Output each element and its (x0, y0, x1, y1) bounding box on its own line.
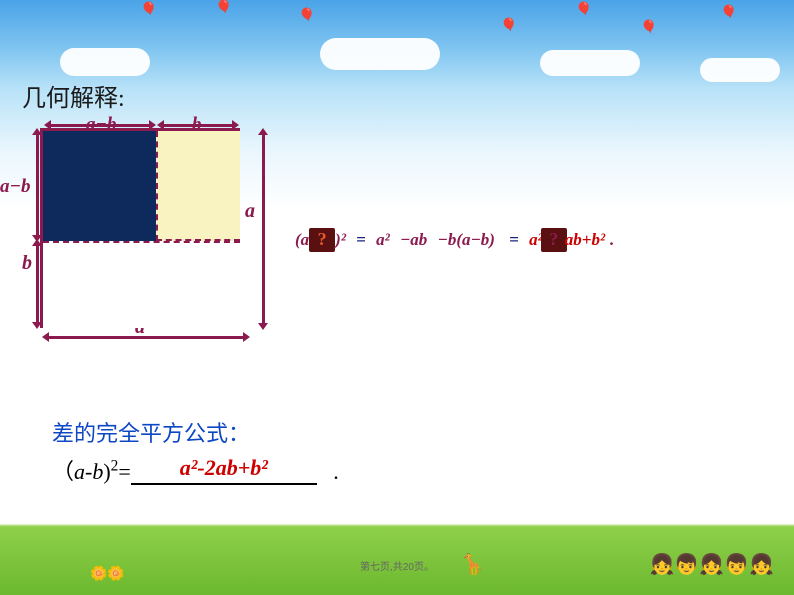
balloon-icon: 🎈 (500, 18, 517, 35)
label-a: a (245, 200, 255, 223)
flower-icon: 🌼🌼 (90, 566, 125, 583)
dimension-arrow (36, 245, 39, 323)
yellow-rect (156, 131, 240, 241)
label-a-minus-b: a−b (0, 176, 31, 198)
balloon-icon: 🎈 (140, 2, 157, 19)
dimension-arrow (36, 134, 39, 236)
balloon-icon: 🎈 (640, 20, 657, 37)
balloon-icon: 🎈 (575, 2, 592, 19)
equation-row: (a?)² = a² −ab −b(a−b) = a²?ab+b² . (295, 228, 785, 268)
blue-square (43, 131, 156, 241)
children-icon: 👧👦👧👦👧 (649, 552, 774, 577)
dimension-arrow (48, 336, 244, 339)
balloon-icon: 🎈 (298, 8, 315, 25)
giraffe-icon: 🦒 (460, 552, 485, 577)
balloon-icon: 🎈 (215, 0, 232, 17)
formula-title: 差的完全平方公式： (52, 416, 250, 448)
question-mark-icon: ? (309, 228, 335, 252)
formula-equation: （a-b)2=a²-2ab+b² . (52, 454, 339, 486)
label-b: b (22, 252, 32, 275)
geometric-diagram (40, 128, 240, 328)
dimension-arrow (262, 134, 265, 324)
balloon-icon: 🎈 (720, 5, 737, 22)
bottom-rect (43, 241, 240, 328)
question-mark-icon: ? (541, 228, 567, 252)
heading: 几何解释: (22, 78, 125, 113)
